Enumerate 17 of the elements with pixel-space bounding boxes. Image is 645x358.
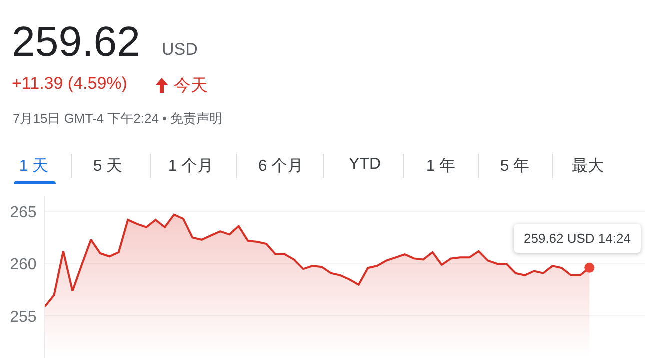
text: 今天 [174,75,208,97]
text: 6 个月 [257,157,305,177]
text: 5 年 [499,157,531,177]
chart-subtitle: +11.39 (4.59%) [12,74,128,94]
y-tick-label: 255 [10,308,37,326]
text: 1 年 [425,157,457,177]
chart-title: 259.62 [12,18,140,66]
text: 1 天 [18,157,50,177]
text: 7月15日 GMT-4 下午2:24 • 免责声明 [13,110,223,128]
y-tick-label: 260 [10,256,37,274]
y-tick-label: 265 [10,204,37,222]
text: 最大 [571,156,605,177]
annotation: 259.62 USD 14:24 [514,224,641,253]
text: USD [162,40,198,60]
text: YTD [348,156,382,174]
text: 5 天 [92,157,124,177]
text: 1 个月 [167,157,215,177]
